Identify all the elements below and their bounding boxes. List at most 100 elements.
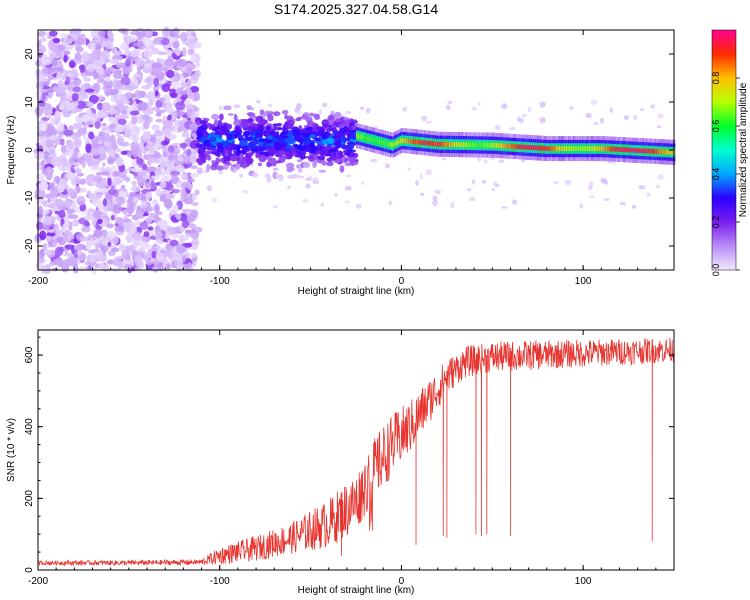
spectrogram-cell [202,156,207,164]
spectrogram-cell [75,46,84,53]
spectrogram-cell [150,134,157,143]
spectrogram-cell [334,193,338,197]
spectrogram-cell [61,223,67,233]
spectrogram-cell [471,178,476,185]
spectrogram-cell [146,76,151,83]
spectrogram-cell [569,105,574,110]
spectrogram-cell [234,132,242,136]
spectrogram-cell [124,176,131,183]
spectrogram-cell [191,193,197,201]
spectrogram-cell [432,199,438,207]
spectrogram-cell [196,120,201,127]
spectrogram-cell [175,254,183,262]
spectrogram-cell [189,38,198,43]
spectrogram-cell [589,181,594,188]
spectrogram-cell [35,81,44,90]
spectrogram-cell [164,128,172,138]
spectrogram-cell [147,156,158,164]
spectrogram-cell [267,114,274,122]
spectrogram-cell [91,181,97,187]
spectrogram-cell [208,136,217,143]
spectrogram-cell [115,231,124,236]
spectrogram-cell [303,161,311,169]
spectrogram-cell [415,180,419,186]
spectrogram-cell [189,223,197,229]
spectrogram-cell [77,251,87,262]
spectrogram-cell [191,252,197,258]
snr-x-axis-label: Height of straight line (km) [298,585,415,596]
spectrogram-cell [619,201,627,206]
spectrogram-cell [432,195,438,202]
spectrogram-cell [148,146,157,153]
spectrogram-cell [276,122,282,127]
spectrogram-cell [151,250,157,259]
spectrogram-cell [173,47,181,55]
spectrogram-cell [74,28,82,35]
spectrogram-cell [87,214,93,221]
spectrogram-cell [126,34,134,44]
spectrogram-cell [137,176,145,187]
spectrogram-cell [255,132,264,139]
spectrogram-cell [47,91,53,99]
spectrogram-cell [175,164,185,173]
spectrogram-cell [118,28,127,33]
spectrogram-cell [186,148,192,157]
spectrogram-cell [181,234,190,241]
spectrogram-cell [43,151,49,160]
spectrogram-cell [213,120,219,128]
spectrogram-cell [95,194,102,200]
spectrogram-cell [49,261,56,267]
spectrogram-cell [50,134,59,140]
spectrogram-cell [222,164,229,170]
spectrogram-cell [301,114,308,120]
spectrogram-cell [154,203,160,213]
spectrogram-cell [46,235,52,243]
spectrogram-cell [166,262,171,271]
spectrogram-cell [169,126,176,131]
spectrogram-cell [141,163,148,171]
spectrogram-cell [71,92,79,102]
spectrogram-cell [195,61,201,68]
spectrogram-cell [80,83,86,93]
spectrogram-x-tick-label: 100 [575,276,592,287]
spectrogram-cell [420,192,425,197]
spectrogram-cell [196,167,203,175]
spectrogram-cell [290,120,295,124]
spectrogram-cell [95,42,102,51]
spectrogram-cell [491,188,496,191]
spectrogram-cell [344,185,352,191]
spectrogram-cell [90,162,100,167]
spectrogram-cell [313,113,321,121]
spectrogram-cell [174,119,184,128]
spectrogram-cell [35,261,42,270]
spectrogram-cell [227,123,233,130]
spectrogram-cell [251,150,255,155]
spectrogram-cell [650,104,656,109]
spectrogram-cell [169,156,180,162]
spectrogram-cell [110,109,117,114]
spectrogram-cell [342,145,351,149]
spectrogram-cell [246,136,253,141]
spectrogram-cell [63,129,74,136]
spectrogram-cell [75,185,81,194]
spectrogram-cell [145,191,153,200]
spectrogram-cell [190,74,199,84]
spectrogram-cell [194,189,200,196]
spectrogram-cell [272,167,279,171]
spectrogram-cell [233,113,238,122]
spectrogram-cell [76,168,82,174]
spectrogram-cell [518,117,524,124]
spectrogram-cell [342,136,347,144]
spectrogram-cell [233,104,241,109]
spectrogram-cell [345,162,352,166]
snr-x-tick-label: -200 [28,576,48,587]
spectrogram-cell [99,188,108,194]
spectrogram-cell [179,31,188,41]
spectrogram-cell [150,175,161,180]
spectrogram-cell [151,124,160,131]
spectrogram-cell [193,41,202,49]
spectrogram-cell [133,220,141,227]
spectrogram-cell [134,90,142,100]
spectrogram-cell [68,214,79,220]
spectrogram-cell [285,137,294,143]
